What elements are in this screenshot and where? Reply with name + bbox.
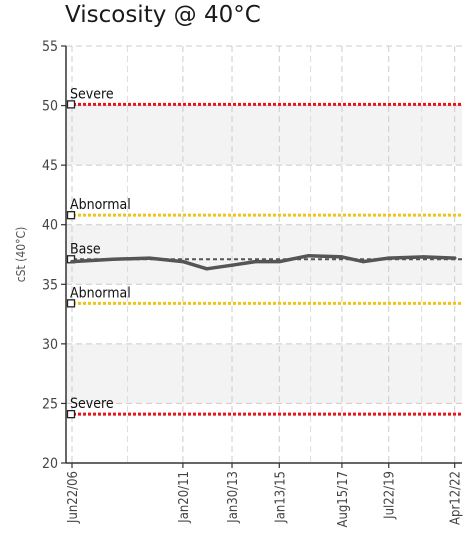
x-tick-label: Apr12/22 [449,471,464,525]
data-point [70,260,74,264]
y-axis-label: cSt (40°C) [14,227,28,283]
chart-title: Viscosity @ 40°C [65,2,261,28]
limit-label: Abnormal [70,197,131,213]
y-tick-label: 55 [42,39,58,55]
data-point [111,257,115,261]
shaded-band [66,105,462,166]
data-point [205,267,209,271]
y-tick-label: 50 [42,99,58,115]
data-point [387,256,391,260]
data-point [181,260,185,264]
y-tick-label: 35 [42,277,58,293]
x-tick-label: Jan30/13 [226,471,241,524]
data-point [422,255,426,259]
shaded-band [66,343,462,404]
data-point [453,256,457,260]
x-tick-label: Jan13/15 [273,471,288,524]
data-point [253,260,258,264]
limit-label: Severe [70,396,114,412]
y-tick-label: 20 [42,456,58,472]
shaded-band [66,224,462,285]
x-tick-label: Jul22/19 [383,471,398,520]
y-tick-label: 25 [42,396,58,412]
limit-marker [66,299,76,308]
series-line [70,253,457,271]
data-point [307,254,311,258]
x-tick-label: Aug15/17 [336,471,351,528]
limit-marker [66,410,76,419]
limit-marker [66,100,76,109]
data-point [277,260,281,264]
data-point [340,255,344,259]
data-point [361,260,365,264]
data-point [230,263,234,267]
limit-label: Severe [70,86,114,102]
limit-marker [66,211,76,220]
y-tick-label: 30 [42,337,58,353]
y-tick-label: 40 [42,218,58,234]
x-tick-label: Jan20/11 [177,471,192,524]
limit-label: Base [70,241,101,257]
data-point [147,256,151,260]
y-tick-label: 45 [42,158,58,174]
x-tick-label: Jun22/06 [66,471,81,524]
limit-label: Abnormal [70,285,131,301]
